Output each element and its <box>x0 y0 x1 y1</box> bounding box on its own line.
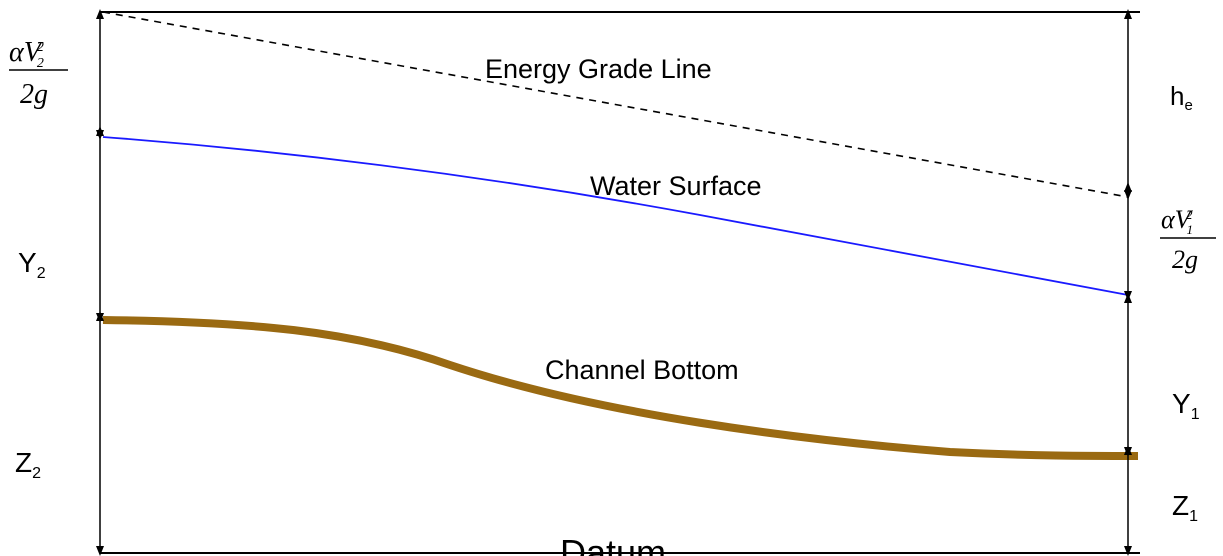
velocity-head-1-superscript: 2 <box>1186 207 1193 222</box>
water-surface-line <box>102 136 1129 296</box>
velocity-head-2-numerator: αV <box>9 37 44 68</box>
elevation-2-subscript: 2 <box>32 465 41 482</box>
depth-2-subscript: 2 <box>37 265 46 282</box>
depth-1-subscript: 1 <box>1191 406 1200 423</box>
energy-loss-base: h <box>1170 81 1184 111</box>
velocity-head-2-label: αV22 2g <box>9 37 68 110</box>
datum-label: Datum <box>560 532 666 556</box>
velocity-head-2-denominator: 2g <box>20 79 48 110</box>
energy-loss-subscript: e <box>1184 97 1192 114</box>
depth-1-base: Y <box>1172 388 1191 419</box>
depth-1-label: Y1 <box>1172 388 1200 423</box>
channel-bottom-line <box>102 316 1139 460</box>
velocity-head-1-denominator: 2g <box>1172 245 1198 274</box>
depth-2-base: Y <box>18 247 37 278</box>
svg-text:αV12: αV12 <box>1161 205 1194 237</box>
elevation-2-base: Z <box>15 447 32 478</box>
elevation-2-label: Z2 <box>15 447 41 482</box>
depth-2-label: Y2 <box>18 247 46 282</box>
elevation-1-base: Z <box>1172 490 1189 521</box>
velocity-head-2-subscript: 2 <box>37 56 44 71</box>
velocity-head-1-label: αV12 2g <box>1160 205 1216 274</box>
energy-grade-line-label: Energy Grade Line <box>485 54 712 84</box>
elevation-1-subscript: 1 <box>1189 508 1198 525</box>
water-surface-label: Water Surface <box>590 171 762 201</box>
velocity-head-2-superscript: 2 <box>37 40 44 55</box>
energy-grade-line <box>102 11 1129 198</box>
elevation-1-label: Z1 <box>1172 490 1198 525</box>
energy-loss-label: he <box>1170 81 1193 114</box>
velocity-head-1-subscript: 1 <box>1187 222 1194 237</box>
channel-bottom-label: Channel Bottom <box>545 355 739 385</box>
velocity-head-1-numerator: αV <box>1161 205 1194 234</box>
svg-text:αV22: αV22 <box>9 37 44 71</box>
